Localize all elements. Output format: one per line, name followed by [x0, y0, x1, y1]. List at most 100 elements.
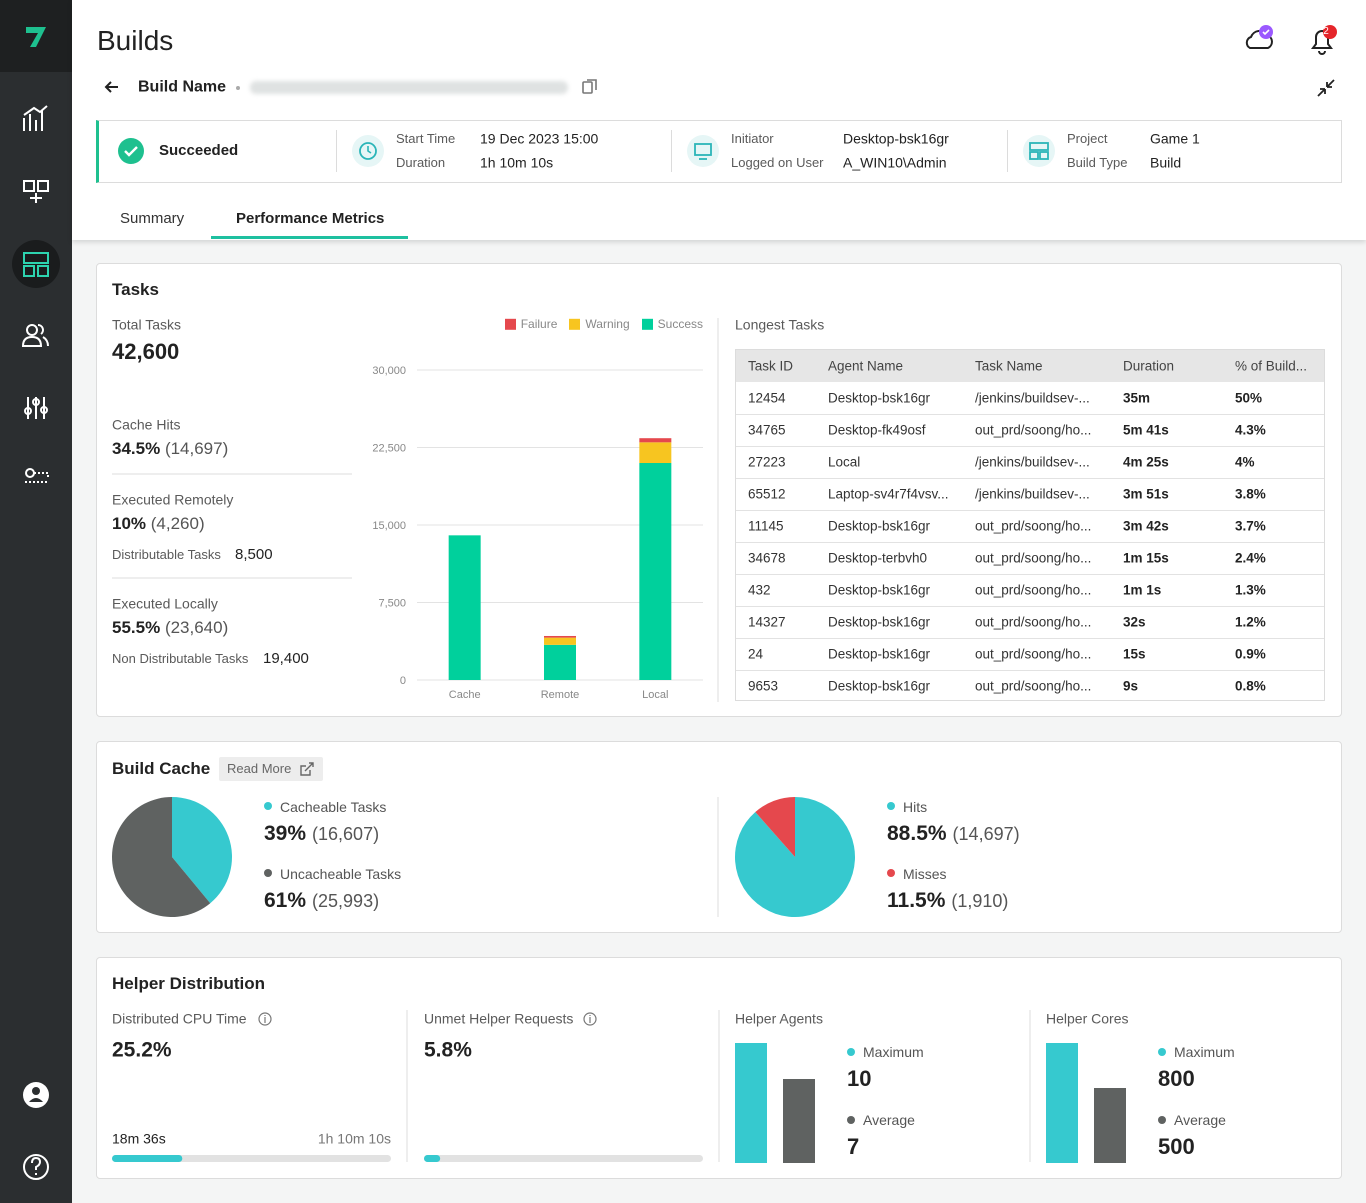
info-label: Project — [1067, 131, 1107, 147]
table-cell: 15s — [1123, 647, 1146, 662]
table-cell: 4.3% — [1235, 423, 1266, 438]
metric-label: Helper Agents — [735, 1011, 823, 1028]
sidebar-icons[interactable] — [24, 106, 48, 203]
legend-dot — [1158, 1116, 1166, 1124]
legend-item: Warning — [569, 317, 629, 331]
info-label: Duration — [396, 155, 445, 171]
legend-dot — [847, 1116, 855, 1124]
table-cell: Desktop-fk49osf — [828, 423, 926, 438]
tab-underline — [211, 236, 408, 239]
count: (14,697) — [165, 439, 228, 458]
table-cell: 1.2% — [1235, 615, 1266, 630]
page-title: Builds — [97, 24, 173, 58]
collapse-icon[interactable] — [1318, 80, 1334, 96]
logo — [26, 27, 46, 47]
table-cell: Laptop-sv4r7f4vsv... — [828, 487, 949, 502]
tab-active[interactable]: Performance Metrics — [236, 210, 384, 228]
x-tick-label: Cache — [449, 689, 481, 701]
count: (14,697) — [953, 824, 1020, 844]
legend: FailureWarningSuccess — [505, 317, 703, 331]
table-cell: 4% — [1235, 455, 1255, 470]
time-used: 18m 36s — [112, 1131, 166, 1148]
builds-icon-b[interactable] — [38, 181, 48, 191]
legend-label: Failure — [521, 317, 558, 331]
table-cell: 12454 — [748, 391, 786, 406]
legend-label: Hits — [903, 799, 927, 815]
sub-value: 19,400 — [263, 650, 309, 668]
table-cell: 3.7% — [1235, 519, 1266, 534]
info-value: 19 Dec 2023 15:00 — [480, 131, 598, 148]
table-cell: 9s — [1123, 679, 1138, 694]
table-cell: /jenkins/buildsev-... — [975, 455, 1090, 470]
table-cell: 3m 51s — [1123, 487, 1169, 502]
bar-segment — [639, 463, 671, 680]
row-divider — [736, 670, 1324, 671]
bar-segment — [544, 645, 576, 680]
table-cell: 3.8% — [1235, 487, 1266, 502]
legend-label: Maximum — [1174, 1044, 1235, 1060]
info-value: A_WIN10\Admin — [843, 155, 946, 172]
info-label: Start Time — [396, 131, 455, 147]
table-cell: 11145 — [748, 519, 784, 534]
table-cell: 1m 1s — [1123, 583, 1161, 598]
avatar-head — [32, 1087, 40, 1095]
y-tick-label: 22,500 — [372, 443, 406, 455]
column-header: Duration — [1123, 359, 1174, 374]
info-label: Initiator — [731, 131, 774, 147]
table-cell: Desktop-bsk16gr — [828, 647, 930, 662]
y-tick-label: 7,500 — [378, 598, 406, 610]
legend-dot — [264, 802, 272, 810]
bar-segment — [449, 535, 481, 680]
bar-segment — [639, 438, 671, 442]
legend-value: 61%(25,993) — [264, 889, 379, 913]
count: (1,910) — [951, 891, 1008, 911]
legend-dot — [847, 1048, 855, 1056]
stat-label: Total Tasks — [112, 317, 181, 334]
legend-swatch — [642, 318, 653, 329]
stat-label: Executed Remotely — [112, 492, 233, 509]
table-cell: Local — [828, 455, 860, 470]
table-cell: out_prd/soong/ho... — [975, 551, 1091, 566]
stat-value: 55.5% (23,640) — [112, 618, 228, 638]
table-cell: Desktop-bsk16gr — [828, 391, 930, 406]
legend-value: 10 — [847, 1066, 871, 1092]
analytics-icon[interactable] — [24, 106, 47, 131]
percent: 34.5% — [112, 439, 160, 458]
table-cell: out_prd/soong/ho... — [975, 615, 1091, 630]
back-arrow[interactable] — [106, 82, 118, 92]
percent: 88.5% — [887, 822, 947, 845]
legend-value: 500 — [1158, 1134, 1195, 1160]
read-more[interactable]: Read More — [227, 761, 291, 777]
table-cell: /jenkins/buildsev-... — [975, 487, 1090, 502]
metric-label: Helper Cores — [1046, 1011, 1128, 1028]
stat-value: 10% (4,260) — [112, 514, 205, 534]
tab[interactable]: Summary — [120, 210, 184, 228]
percent: 11.5% — [887, 889, 945, 912]
legend-value: 7 — [847, 1134, 859, 1160]
legend-label: Warning — [585, 317, 629, 331]
column-header: % of Build... — [1235, 359, 1307, 374]
table-cell: 34678 — [748, 551, 786, 566]
bar-segment — [544, 638, 576, 645]
copy-icon[interactable] — [583, 80, 596, 93]
section-title: Tasks — [112, 280, 159, 300]
legend-dot — [1158, 1048, 1166, 1056]
legend-value: 800 — [1158, 1066, 1195, 1092]
row-divider — [736, 478, 1324, 479]
builds-icon-c[interactable] — [30, 193, 42, 203]
table-cell: Desktop-bsk16gr — [828, 679, 930, 694]
table-cell: 32s — [1123, 615, 1146, 630]
percent: 10% — [112, 514, 146, 533]
table-cell: 1m 15s — [1123, 551, 1169, 566]
builds-icon[interactable] — [24, 181, 34, 191]
info-value: Build — [1150, 155, 1181, 172]
sidebar-icons-2[interactable] — [23, 325, 48, 1179]
table-cell: Desktop-bsk16gr — [828, 615, 930, 630]
table-cell: 35m — [1123, 391, 1150, 406]
progress-track — [424, 1155, 703, 1162]
status: Succeeded — [159, 142, 238, 160]
bar — [783, 1079, 815, 1163]
progress-fill — [112, 1155, 182, 1162]
